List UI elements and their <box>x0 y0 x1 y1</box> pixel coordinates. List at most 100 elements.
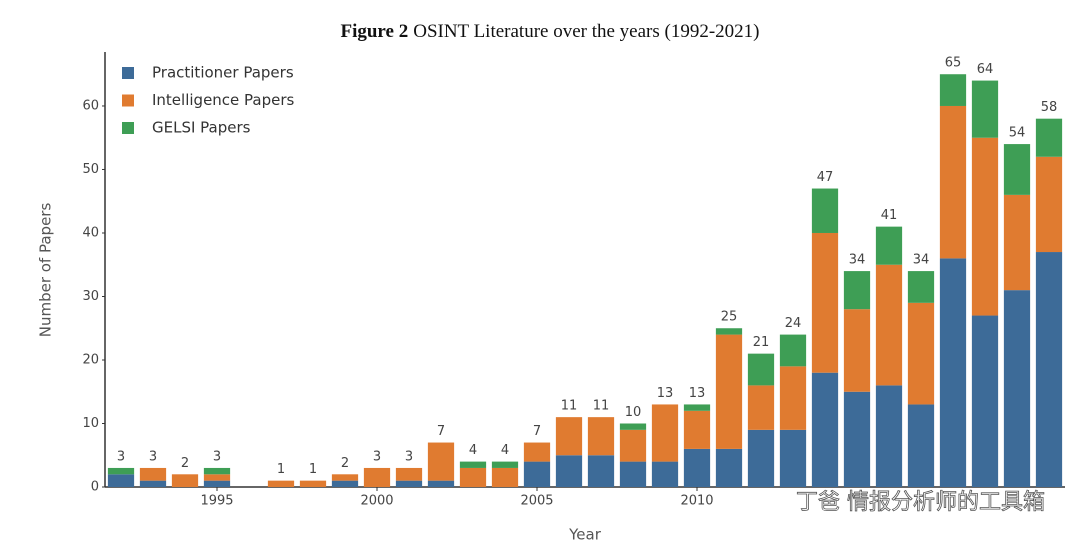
bar-segment <box>971 137 999 316</box>
bar-segment <box>107 474 135 487</box>
total-label: 25 <box>721 310 738 325</box>
total-label: 11 <box>561 399 578 414</box>
bar-segment <box>715 334 743 449</box>
y-axis-label: Number of Papers <box>37 203 55 338</box>
bar-segment <box>907 404 935 487</box>
bar-segment <box>555 417 583 456</box>
total-label: 13 <box>689 386 706 401</box>
bar-segment <box>683 448 711 487</box>
bar-segment <box>139 467 167 481</box>
bar-segment <box>331 480 359 487</box>
bar-segment <box>203 474 231 481</box>
bar-segment <box>363 467 391 487</box>
y-tick-label: 40 <box>82 225 99 240</box>
total-label: 13 <box>657 386 674 401</box>
x-axis-label: Year <box>568 526 602 544</box>
y-tick-label: 10 <box>82 416 99 431</box>
bar-segment <box>107 467 135 475</box>
bar-segment <box>459 461 487 468</box>
bar-segment <box>619 461 647 487</box>
bar-segment <box>459 467 487 487</box>
bar-segment <box>491 467 519 487</box>
bar-segment <box>971 315 999 487</box>
watermark: 丁爸 情报分析师的工具箱 <box>796 490 1045 515</box>
total-label: 11 <box>593 399 610 414</box>
bar-segment <box>939 258 967 487</box>
total-label: 1 <box>277 462 285 477</box>
bar-segment <box>523 442 551 462</box>
total-label: 21 <box>753 335 770 350</box>
total-label: 4 <box>469 443 477 458</box>
bar-segment <box>1035 252 1063 487</box>
bar-segment <box>427 480 455 487</box>
total-label: 3 <box>405 449 413 464</box>
bar-segment <box>427 442 455 481</box>
legend-swatch <box>122 67 134 79</box>
total-label: 3 <box>213 449 221 464</box>
bar-segment <box>1035 156 1063 253</box>
bar-segment <box>619 429 647 462</box>
bar-segment <box>747 353 775 386</box>
chart-title: OSINT Literature over the years (1992-20… <box>413 21 759 42</box>
bar-segment <box>971 80 999 138</box>
bar-segment <box>171 474 199 487</box>
x-tick-label: 2005 <box>520 494 553 509</box>
bar-segment <box>939 74 967 106</box>
bar-segment <box>843 309 871 392</box>
bar-segment <box>779 429 807 487</box>
total-label: 54 <box>1009 126 1026 141</box>
bar-segment <box>651 404 679 462</box>
bar-segment <box>395 480 423 487</box>
bar-segment <box>523 461 551 487</box>
bar-segment <box>203 480 231 487</box>
bar-segment <box>715 448 743 487</box>
total-label: 4 <box>501 443 509 458</box>
bar-segment <box>811 372 839 487</box>
total-label: 24 <box>785 316 802 331</box>
total-label: 1 <box>309 462 317 477</box>
bar-segment <box>267 480 295 487</box>
total-label: 7 <box>437 424 445 439</box>
bar-segment <box>1003 194 1031 291</box>
y-tick-label: 20 <box>82 352 99 367</box>
total-label: 2 <box>181 456 189 471</box>
bar-segment <box>395 467 423 481</box>
total-label: 34 <box>913 253 930 268</box>
chart-title-group: Figure 2 OSINT Literature over the years … <box>340 21 759 42</box>
y-tick-label: 0 <box>91 480 99 495</box>
bar-segment <box>875 264 903 386</box>
bar-segment <box>1003 144 1031 195</box>
bar-segment <box>779 366 807 430</box>
total-label: 7 <box>533 424 541 439</box>
total-label: 47 <box>817 170 834 185</box>
total-label: 34 <box>849 253 866 268</box>
total-label: 2 <box>341 456 349 471</box>
bar-segment <box>1035 118 1063 157</box>
total-label: 3 <box>117 449 125 464</box>
total-label: 64 <box>977 62 994 77</box>
bar-segment <box>779 334 807 367</box>
bar-segment <box>587 455 615 487</box>
bar-segment <box>491 461 519 468</box>
total-label: 58 <box>1041 100 1058 115</box>
figure-label: Figure 2 <box>340 21 408 42</box>
bar-segment <box>587 417 615 456</box>
x-tick-label: 2010 <box>680 494 713 509</box>
bar-segment <box>875 226 903 265</box>
bar-segment <box>907 302 935 405</box>
bar-segment <box>939 105 967 259</box>
bar-segment <box>1003 290 1031 487</box>
bar-segment <box>843 391 871 487</box>
legend-label: Practitioner Papers <box>152 64 294 82</box>
total-label: 65 <box>945 56 962 71</box>
bar-segment <box>747 429 775 487</box>
bar-segment <box>811 232 839 373</box>
legend-swatch <box>122 94 134 107</box>
bar-segment <box>907 271 935 303</box>
bar-segment <box>747 385 775 430</box>
legend-label: Intelligence Papers <box>152 91 295 109</box>
bar-segment <box>683 404 711 411</box>
bar-segment <box>555 455 583 487</box>
legend-label: GELSI Papers <box>152 119 251 137</box>
